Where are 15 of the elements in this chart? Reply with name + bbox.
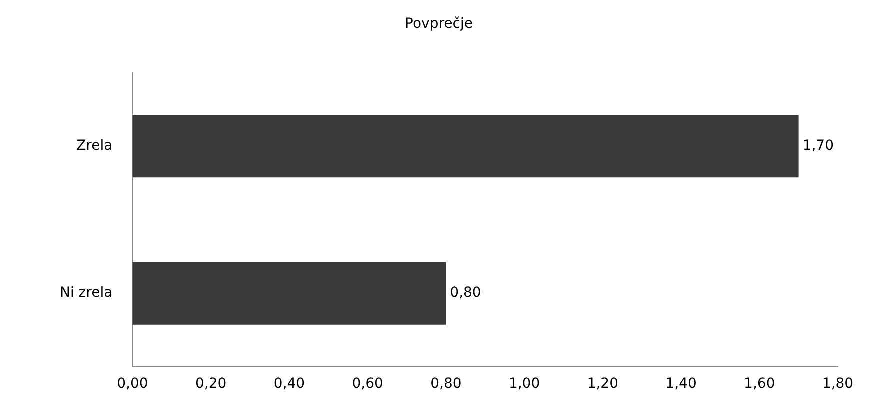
x-tick-label: 0,20 bbox=[195, 376, 227, 392]
x-tick-label: 0,60 bbox=[352, 376, 384, 392]
chart-title: Povprečje bbox=[405, 16, 473, 32]
x-tick-label: 1,00 bbox=[508, 376, 540, 392]
x-tick-label: 1,20 bbox=[587, 376, 618, 392]
data-label: 1,70 bbox=[802, 138, 834, 154]
x-tick-label: 0,80 bbox=[430, 376, 462, 392]
y-tick-label: Ni zrela bbox=[60, 285, 113, 302]
x-tick-label: 1,80 bbox=[822, 376, 854, 392]
x-tick-label: 1,60 bbox=[744, 376, 776, 392]
x-tick-label: 0,40 bbox=[274, 376, 306, 392]
x-tick-label: 0,00 bbox=[117, 376, 148, 392]
data-label: 0,80 bbox=[450, 285, 482, 302]
y-tick-label: Zrela bbox=[76, 138, 113, 154]
x-tick-label: 1,40 bbox=[666, 376, 697, 392]
